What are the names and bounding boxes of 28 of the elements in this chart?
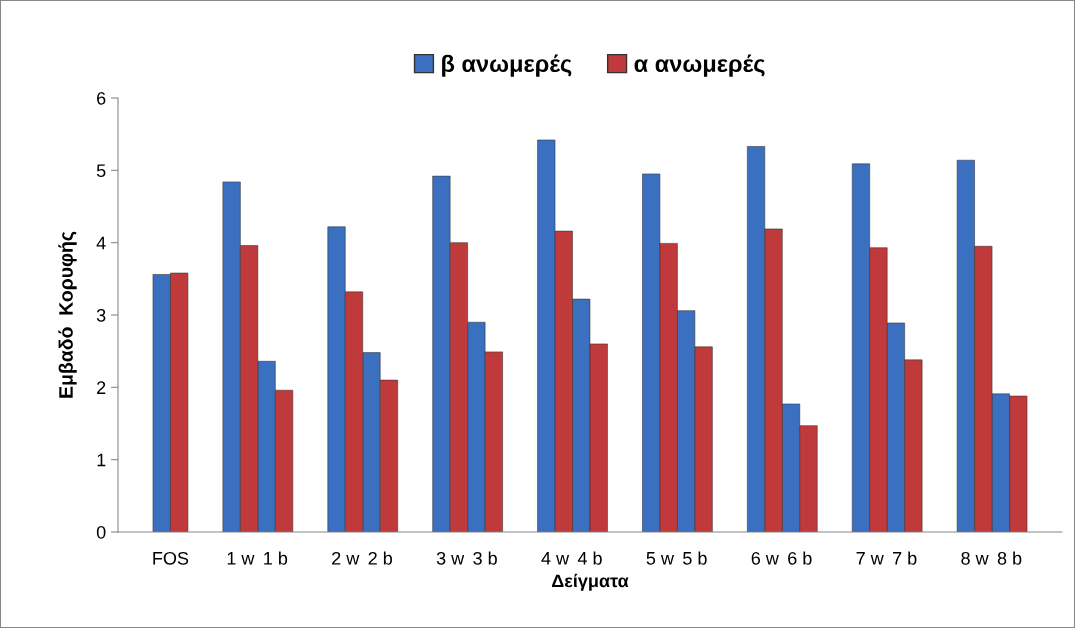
- x-tick-label: 5 b: [683, 551, 707, 565]
- x-tick-label: 5 w: [646, 552, 675, 565]
- x-tick-label: FOS: [153, 551, 189, 565]
- x-tick-label: 3 b: [473, 551, 497, 565]
- y-tick-label: 5: [96, 164, 106, 178]
- x-tick-label: 8 b: [997, 551, 1022, 565]
- y-tick-label: 0: [96, 525, 106, 539]
- x-tick-label: 6 w: [751, 551, 779, 565]
- x-tick-label: 2 w: [332, 551, 360, 565]
- y-tick-label: 3: [96, 308, 106, 322]
- y-axis-title: Εμβαδό Κορυφής: [58, 231, 77, 398]
- legend-label: α ανωμερές: [634, 54, 765, 77]
- x-tick-label: 4 w: [541, 552, 570, 565]
- y-tick-label: 2: [97, 381, 106, 394]
- x-tick-label: 7 b: [893, 551, 917, 565]
- x-tick-label: 6 b: [788, 551, 812, 565]
- y-tick-label: 6: [97, 91, 106, 105]
- x-tick-label: 2 b: [368, 551, 393, 565]
- x-tick-label: 7 w: [856, 552, 884, 565]
- legend-label: β ανωμερές: [442, 54, 572, 77]
- x-tick-label: 4 b: [577, 551, 602, 565]
- y-tick-label: 4: [96, 236, 106, 250]
- y-tick-label: 1: [97, 453, 106, 467]
- x-tick-label: 3 w: [436, 551, 465, 565]
- x-axis-title: Δείγματα: [552, 573, 629, 591]
- x-tick-label: 8 w: [961, 551, 989, 565]
- x-tick-label: 1 b: [264, 551, 288, 565]
- x-tick-label: 1 w: [227, 552, 255, 565]
